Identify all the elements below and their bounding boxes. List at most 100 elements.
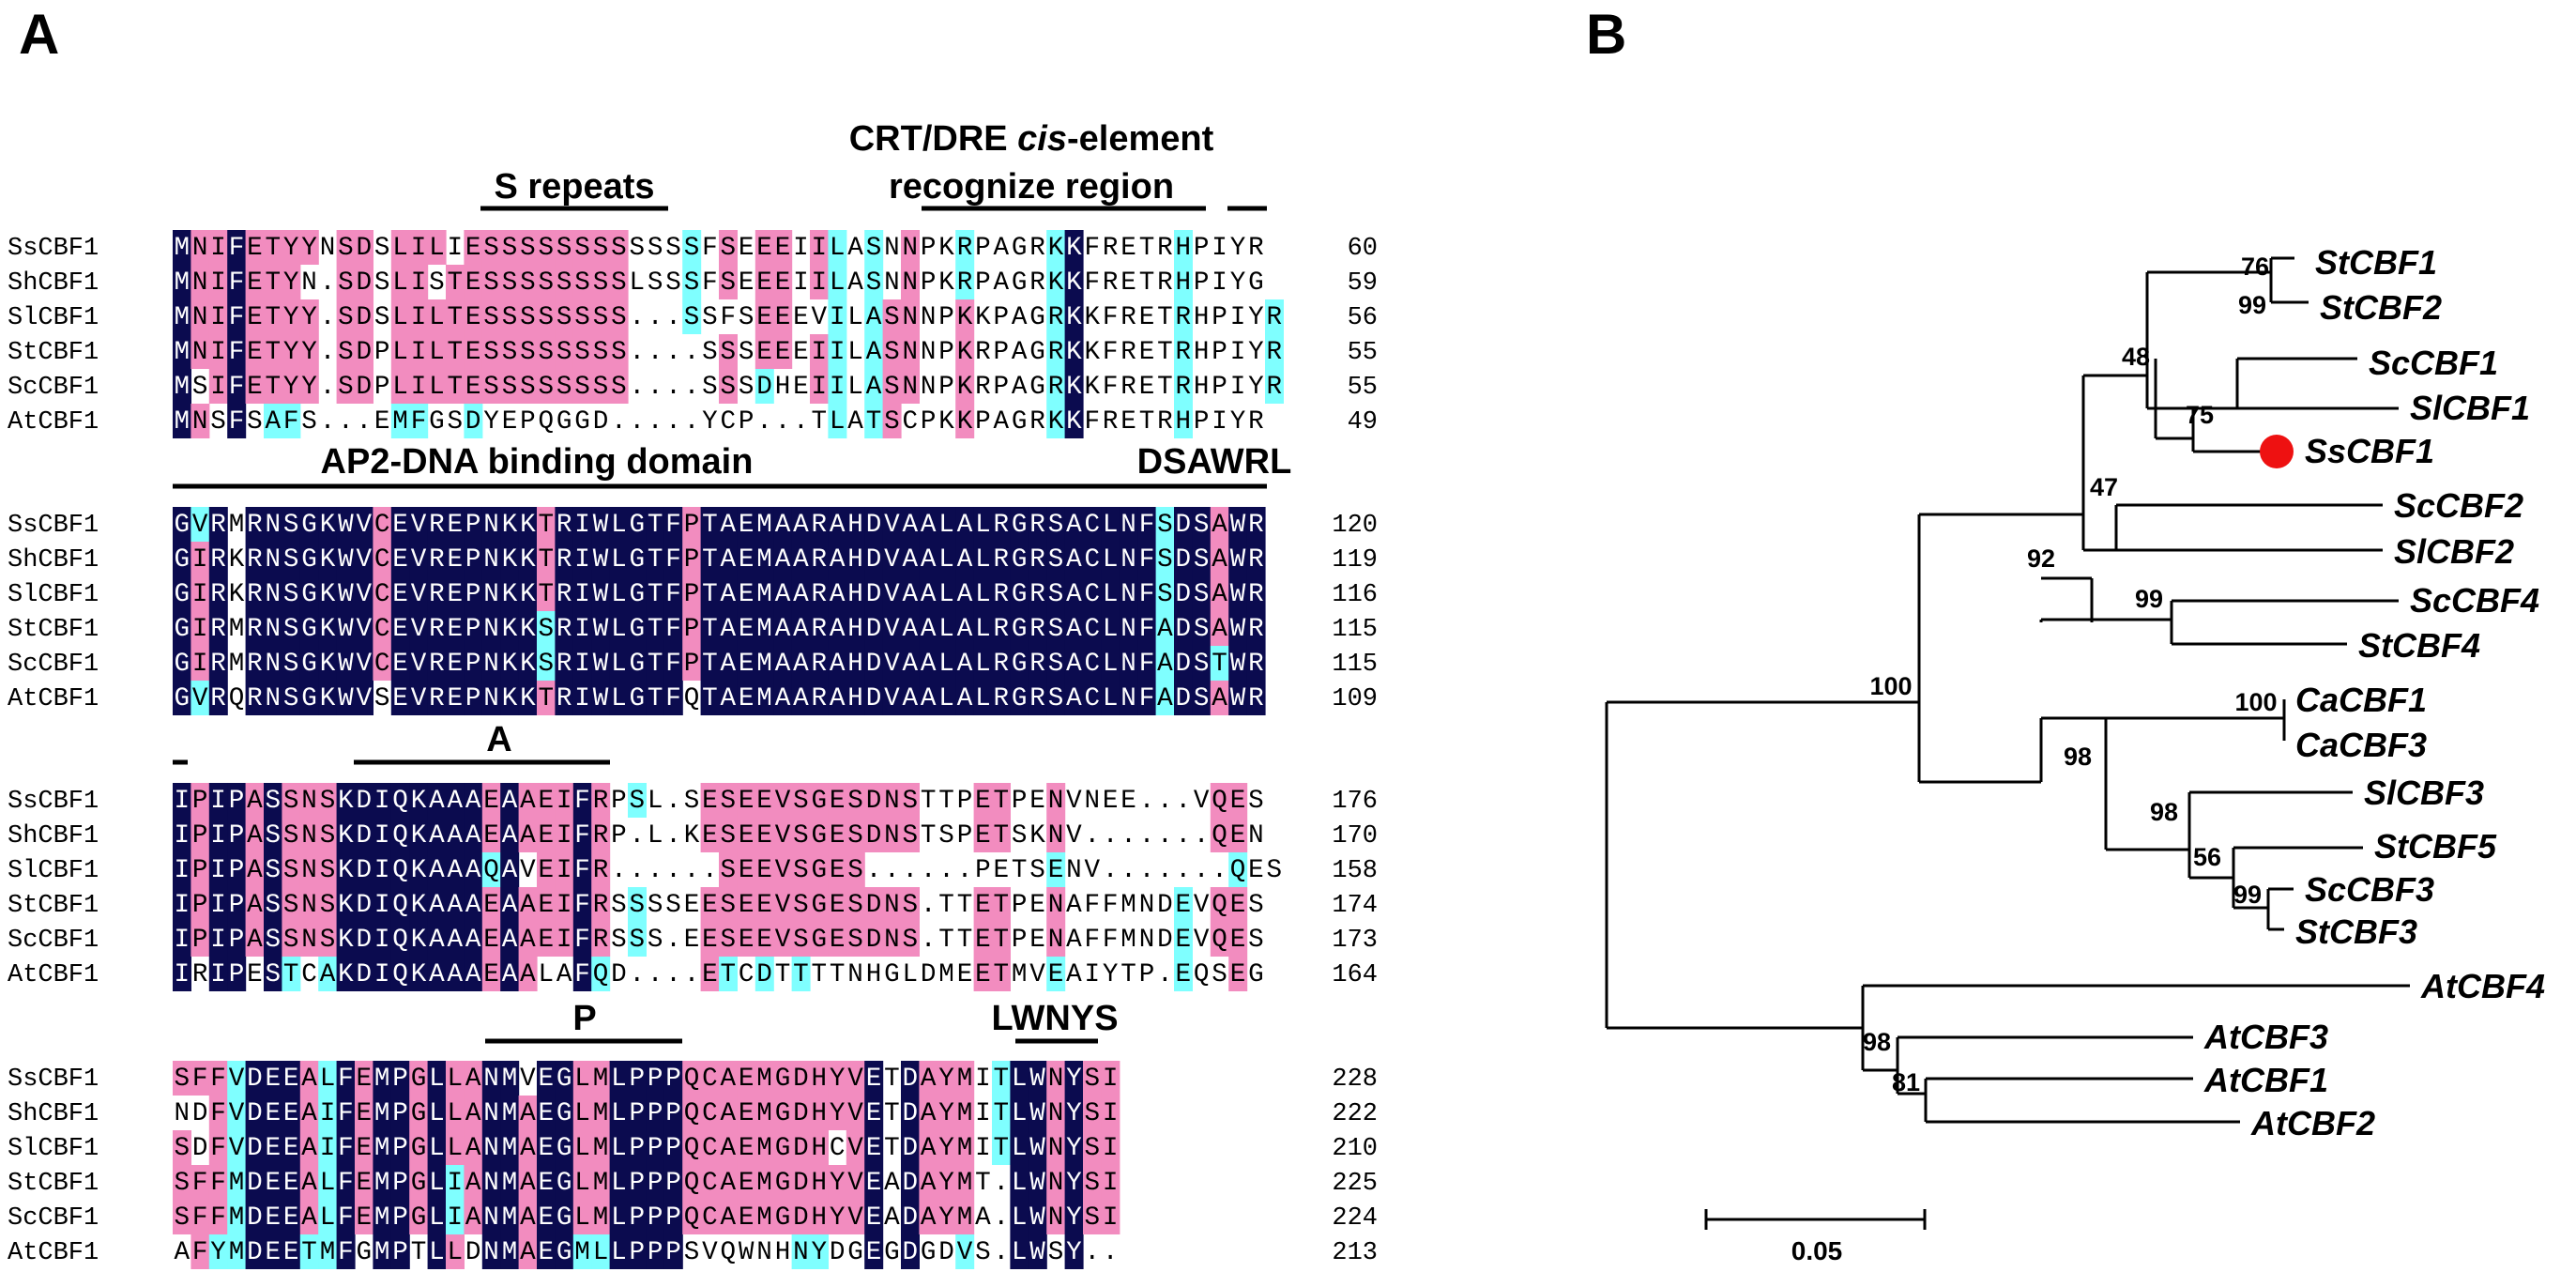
- residue: P: [465, 511, 481, 540]
- residue-shade: [973, 681, 993, 715]
- residue-shade: [227, 404, 247, 438]
- residue-shade: [299, 1200, 319, 1234]
- residue: I: [556, 787, 572, 816]
- residue-shade: [901, 230, 920, 265]
- residue: F: [210, 1169, 226, 1198]
- residue-shade: [537, 369, 556, 404]
- residue: N: [847, 960, 863, 989]
- residue: .: [903, 856, 919, 885]
- residue-shade: [572, 957, 592, 991]
- residue: .: [665, 856, 681, 885]
- residue: A: [247, 787, 263, 816]
- residue-shade: [355, 957, 373, 991]
- residue: N: [483, 1169, 499, 1198]
- residue: R: [210, 684, 226, 713]
- residue: Y: [283, 338, 299, 367]
- residue-shade: [646, 1130, 665, 1165]
- residue: K: [1066, 338, 1082, 367]
- residue-shade: [1046, 299, 1066, 334]
- residue-shade: [901, 1061, 920, 1096]
- residue-shade: [791, 922, 811, 957]
- residue: E: [830, 787, 846, 816]
- residue-shade: [1028, 1130, 1047, 1165]
- residue-shade: [663, 681, 683, 715]
- residue-shade: [663, 542, 683, 576]
- residue: F: [283, 407, 299, 437]
- residue-shade: [700, 542, 720, 576]
- residue: S: [648, 926, 663, 955]
- residue: K: [520, 615, 536, 644]
- residue: E: [448, 684, 464, 713]
- residue-shade: [682, 611, 702, 646]
- residue: A: [301, 1065, 317, 1094]
- residue: K: [502, 684, 518, 713]
- residue-shade: [481, 576, 501, 611]
- residue: P: [192, 821, 208, 851]
- residue: I: [1103, 1099, 1119, 1128]
- residue: E: [283, 1134, 299, 1163]
- residue-shade: [318, 1234, 338, 1269]
- residue: S: [684, 1238, 700, 1267]
- branch-group-92-cbf4: [2039, 578, 2094, 622]
- residue-shade: [1028, 1165, 1047, 1200]
- residue-shade: [973, 611, 993, 646]
- residue: L: [1012, 1065, 1028, 1094]
- residue: K: [957, 407, 973, 437]
- bootstrap-value: 98: [2064, 743, 2092, 771]
- residue-shade: [1083, 646, 1102, 681]
- residue: S: [556, 373, 572, 402]
- residue-shade: [500, 576, 520, 611]
- residue: T: [1157, 338, 1173, 367]
- residue: V: [847, 1065, 863, 1094]
- residue-shade: [409, 957, 429, 991]
- residue: .: [1103, 856, 1119, 885]
- residue-shade: [1046, 542, 1066, 576]
- residue: P: [229, 787, 245, 816]
- residue-shade: [1228, 507, 1248, 542]
- residue-shade: [609, 1130, 629, 1165]
- residue-shade: [591, 611, 611, 646]
- residue: E: [448, 545, 464, 575]
- residue-shade: [427, 576, 447, 611]
- residue: T: [994, 787, 1010, 816]
- residue-shade: [955, 404, 975, 438]
- residue-shade: [846, 1165, 865, 1200]
- residue-shade: [264, 1096, 282, 1130]
- branch-group-81: [1924, 1077, 2240, 1124]
- residue: .: [648, 960, 663, 989]
- residue-shade: [282, 646, 301, 681]
- residue-shade: [609, 265, 629, 299]
- residue-shade: [755, 887, 774, 922]
- residue: Q: [684, 684, 700, 713]
- residue: N: [483, 1134, 499, 1163]
- residue: Q: [684, 1065, 700, 1094]
- residue: S: [502, 268, 518, 298]
- sequence-end-position: 116: [1332, 581, 1378, 609]
- residue: N: [903, 373, 919, 402]
- residue-shade: [1010, 1061, 1029, 1096]
- residue-shade: [1210, 783, 1229, 818]
- residue: F: [665, 615, 681, 644]
- branch-group-47: [2114, 503, 2383, 552]
- residue: A: [921, 684, 937, 713]
- residue: H: [812, 1203, 828, 1233]
- residue: A: [448, 856, 464, 885]
- residue: I: [210, 960, 226, 989]
- residue: D: [1176, 684, 1192, 713]
- residue-shade: [245, 1130, 265, 1165]
- residue: E: [739, 1134, 755, 1163]
- residue: L: [1103, 580, 1119, 609]
- residue-shade: [1265, 369, 1284, 404]
- sequence-end-position: 224: [1332, 1204, 1378, 1233]
- residue-shade: [1210, 542, 1229, 576]
- residue-shade: [245, 576, 265, 611]
- residue-shade: [955, 230, 975, 265]
- residue: I: [1103, 1134, 1119, 1163]
- residue: S: [593, 373, 609, 402]
- residue-shade: [628, 646, 647, 681]
- residue-shade: [864, 1200, 884, 1234]
- residue: H: [866, 960, 882, 989]
- residue-shade: [992, 646, 1011, 681]
- residue: D: [903, 1238, 919, 1267]
- residue: A: [502, 960, 518, 989]
